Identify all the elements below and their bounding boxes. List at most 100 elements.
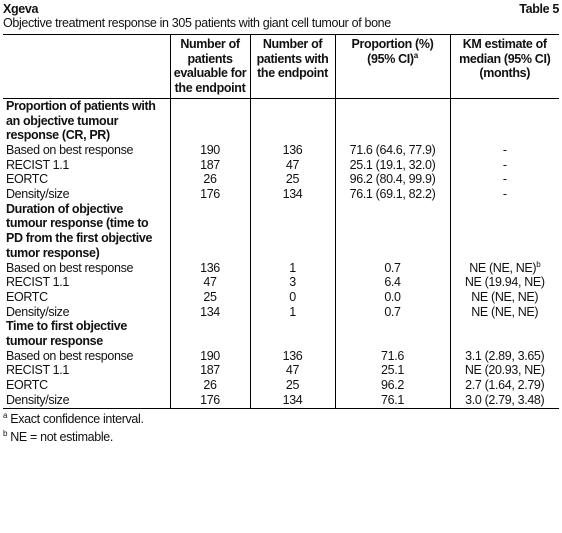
- row-label: Based on best response: [3, 261, 170, 276]
- cell: NE (NE, NE): [449, 289, 559, 305]
- cell-text: Density/size: [6, 187, 70, 202]
- cell-text: 0.0: [384, 289, 401, 304]
- empty-cell: [449, 319, 559, 349]
- cell-text: 0.7: [384, 304, 401, 319]
- cell: 25.1 (19.1, 32.0): [334, 157, 450, 173]
- caption: Objective treatment response in 305 pati…: [3, 16, 391, 30]
- empty-cell: [449, 201, 559, 261]
- cell-text: 71.6: [381, 348, 404, 363]
- section-row: Duration of objective tumour response (t…: [3, 201, 559, 261]
- empty-cell: [334, 98, 450, 143]
- header-cell: Number of patients with the endpoint: [249, 34, 335, 99]
- cell-text: 76.1: [381, 392, 404, 407]
- cell-text: NE (20.93, NE): [464, 363, 545, 378]
- cell: 76.1 (69.1, 82.2): [334, 187, 450, 202]
- data-row: Based on best response 136 1 0.7 NE (NE, NE)…: [3, 260, 559, 276]
- cell-text: -: [502, 172, 507, 187]
- cell-text: 136: [282, 142, 303, 157]
- row-label: EORTC: [3, 172, 170, 187]
- cell-text: 26: [203, 172, 217, 187]
- cell-text: 3: [289, 275, 296, 290]
- cell-text: 1: [289, 304, 296, 319]
- cell: 176: [169, 187, 250, 202]
- cell: 0.7: [334, 260, 450, 276]
- cell-text: 76.1 (69.1, 82.2): [349, 187, 436, 202]
- cell-text: -: [502, 157, 507, 172]
- cell-text: 25: [203, 289, 217, 304]
- cell-text: 96.2: [381, 378, 404, 393]
- cell-text: 0: [289, 289, 296, 304]
- cell-text: EORTC: [6, 289, 48, 304]
- cell-text: 3.0 (2.79, 3.48): [465, 392, 545, 407]
- cell-text: RECIST 1.1: [6, 157, 69, 172]
- cell-text: 47: [285, 157, 300, 172]
- cell-text: 1: [289, 260, 296, 275]
- cell-text: NE (19.94, NE): [464, 275, 545, 290]
- footnote: a Exact confidence interval.: [3, 411, 559, 427]
- data-row: Density/size 134 1 0.7 NE (NE, NE): [3, 304, 559, 320]
- footnote-mark: a: [413, 50, 418, 60]
- cell-text: 47: [285, 363, 300, 378]
- cell-text: 134: [282, 187, 303, 202]
- cell-text: EORTC: [6, 172, 48, 187]
- cell: -: [449, 172, 559, 188]
- empty-cell: [334, 319, 450, 349]
- section-heading: Proportion of patients with an objective…: [6, 98, 156, 143]
- cell-text: 25.1: [381, 363, 404, 378]
- cell-text: 187: [200, 157, 220, 172]
- page: Xgeva Table 5 Objective treatment respon…: [3, 2, 559, 445]
- cell: 3.0 (2.79, 3.48): [449, 392, 559, 409]
- cell: 2.7 (1.64, 2.79): [449, 378, 559, 393]
- footnote: b NE = not estimable.: [3, 429, 559, 445]
- cell-text: Based on best response: [6, 142, 134, 157]
- header-cell: KM estimate of median (95% CI) (months): [449, 34, 559, 99]
- empty-cell: [169, 319, 250, 349]
- cell-text: 3.1 (2.89, 3.65): [465, 348, 545, 363]
- table: Number of patients evaluable for the end…: [3, 34, 559, 409]
- cell: 25: [249, 378, 335, 393]
- cell: 76.1: [334, 392, 450, 409]
- row-label: Density/size: [3, 187, 170, 202]
- data-row: Density/size 176 134 76.1 3.0 (2.79, 3.48): [3, 392, 559, 409]
- cell: 47: [249, 157, 335, 173]
- section-row: Proportion of patients with an objective…: [3, 98, 559, 143]
- cell: 0.7: [334, 304, 450, 320]
- cell: 134: [249, 187, 335, 202]
- cell-text: 187: [200, 363, 220, 378]
- footnote-mark: b: [3, 428, 8, 438]
- cell-text: RECIST 1.1: [6, 275, 69, 290]
- cell-text: 134: [282, 392, 303, 407]
- footnote-text: Exact confidence interval.: [10, 411, 144, 426]
- cell: 26: [169, 378, 250, 393]
- header: Xgeva Table 5: [3, 2, 559, 16]
- cell-text: 176: [200, 392, 220, 407]
- header-text: KM estimate of median (95% CI) (months): [459, 37, 551, 81]
- row-label: Based on best response: [3, 143, 170, 158]
- data-row: Density/size 176 134 76.1 (69.1, 82.2) -: [3, 187, 559, 202]
- cell-text: 96.2 (80.4, 99.9): [349, 172, 436, 187]
- header-text: Number of patients evaluable for the end…: [173, 37, 247, 96]
- cell: 134: [169, 304, 250, 320]
- cell: 71.6 (64.6, 77.9): [334, 142, 450, 158]
- cell: 3: [249, 275, 335, 290]
- cell-text: 25: [285, 172, 300, 187]
- table-label: Table 5: [519, 2, 559, 16]
- empty-cell: [449, 98, 559, 143]
- data-row: EORTC 26 25 96.2 2.7 (1.64, 2.79): [3, 378, 559, 393]
- cell: 6.4: [334, 275, 450, 290]
- cell-text: 47: [203, 275, 217, 290]
- cell: 176: [169, 392, 250, 409]
- cell-text: 136: [282, 348, 303, 363]
- cell-text: NE (NE, NE): [469, 260, 537, 275]
- cell: 1: [249, 304, 335, 320]
- data-row: Based on best response 190 136 71.6 3.1 (2.8…: [3, 348, 559, 364]
- cell-text: Density/size: [6, 392, 70, 407]
- cell-text: 0.7: [384, 260, 401, 275]
- data-row: EORTC 26 25 96.2 (80.4, 99.9) -: [3, 172, 559, 188]
- cell: NE (NE, NE): [449, 304, 559, 320]
- section-row: Time to first objective tumour response: [3, 319, 559, 349]
- section-heading: Time to first objective tumour response: [6, 319, 127, 349]
- cell: 134: [249, 392, 335, 409]
- cell: 47: [169, 275, 250, 290]
- footnote-text: NE = not estimable.: [10, 429, 114, 444]
